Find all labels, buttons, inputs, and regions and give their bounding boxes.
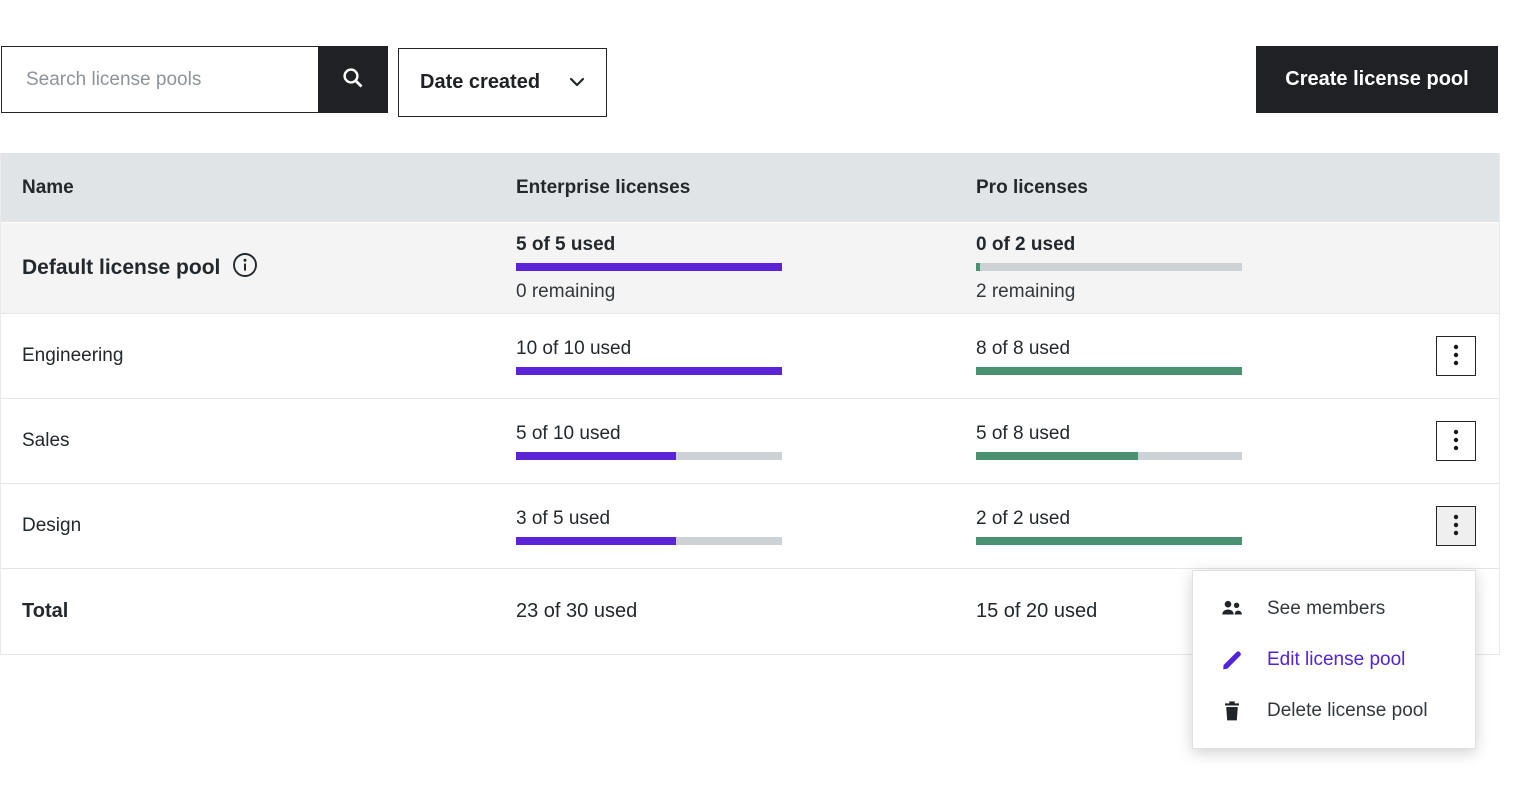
table-row-engineering: Engineering 10 of 10 used 8 of 8 used [1,313,1499,398]
menu-item-label: See members [1267,597,1386,619]
enterprise-usage-cell: 10 of 10 used [516,338,976,375]
info-icon[interactable] [232,252,258,284]
enterprise-usage-cell: 3 of 5 used [516,508,976,545]
pool-name: Sales [22,430,70,451]
pro-progress-fill [976,451,1139,460]
sort-dropdown-label: Date created [420,71,541,93]
table-row-design: Design 3 of 5 used 2 of 2 used [1,483,1499,568]
pool-name-label: Default license pool [22,256,221,279]
delete-trash-icon [1220,699,1244,723]
enterprise-progress-fill [516,262,782,271]
pro-progress-fill [976,366,1242,375]
table-row-sales: Sales 5 of 10 used 5 of 8 used [1,398,1499,483]
sort-dropdown[interactable]: Date created [398,48,607,117]
total-label: Total [22,600,69,622]
usage-text: 3 of 5 used [516,507,611,529]
enterprise-progress-bar [516,366,782,375]
row-actions-kebab-button-active[interactable] [1436,506,1476,546]
menu-item-delete-license-pool[interactable]: Delete license pool [1193,685,1475,736]
search-button[interactable] [318,46,388,113]
usage-text: 2 of 2 used [976,507,1071,529]
edit-pencil-icon [1220,648,1244,672]
create-license-pool-button[interactable]: Create license pool [1256,46,1498,113]
menu-item-see-members[interactable]: See members [1193,583,1475,634]
chevron-down-icon [569,74,585,92]
column-header-name: Name [22,176,74,198]
search-icon [340,65,366,94]
pro-usage-cell: 2 of 2 used [976,508,1499,545]
total-enterprise-value: 23 of 30 used [516,600,638,622]
enterprise-progress-bar [516,451,782,460]
pro-progress-bar [976,536,1242,545]
pro-progress-fill [976,536,1242,545]
enterprise-progress-bar [516,536,782,545]
usage-text: 5 of 8 used [976,422,1071,444]
enterprise-progress-fill [516,366,782,375]
enterprise-progress-bar [516,262,782,271]
usage-text: 5 of 5 used [516,233,616,255]
enterprise-usage-cell: 5 of 10 used [516,423,976,460]
enterprise-progress-fill [516,536,676,545]
column-header-pro: Pro licenses [976,176,1088,198]
pro-progress-bar [976,262,1242,271]
table-header-row: Name Enterprise licenses Pro licenses [1,153,1499,222]
total-pro-value: 15 of 20 used [976,600,1098,622]
pro-usage-cell: 0 of 2 used 2 remaining [976,234,1499,303]
pro-usage-cell: 8 of 8 used [976,338,1499,375]
row-actions-kebab-button[interactable] [1436,421,1476,461]
pool-name: Engineering [22,345,124,366]
kebab-icon [1453,344,1459,369]
usage-text: 5 of 10 used [516,422,621,444]
remaining-text: 0 remaining [516,280,616,302]
kebab-icon [1453,514,1459,539]
license-pool-table: Name Enterprise licenses Pro licenses De… [0,153,1500,655]
search-input[interactable] [1,46,318,113]
menu-item-label: Edit license pool [1267,648,1406,670]
row-actions-kebab-button[interactable] [1436,336,1476,376]
menu-item-label: Delete license pool [1267,699,1428,721]
table-row-default-pool: Default license pool 5 of 5 used 0 remai… [1,222,1499,313]
remaining-text: 2 remaining [976,280,1076,302]
usage-text: 10 of 10 used [516,337,632,359]
search-group [1,46,388,113]
pro-progress-bar [976,366,1242,375]
usage-text: 8 of 8 used [976,337,1071,359]
usage-text: 0 of 2 used [976,233,1076,255]
kebab-icon [1453,429,1459,454]
pro-usage-cell: 5 of 8 used [976,423,1499,460]
pro-progress-fill [976,262,980,271]
pro-progress-bar [976,451,1242,460]
enterprise-usage-cell: 5 of 5 used 0 remaining [516,234,976,303]
row-actions-context-menu: See members Edit license pool Delete lic… [1192,570,1476,749]
menu-item-edit-license-pool[interactable]: Edit license pool [1193,634,1475,685]
members-icon [1220,597,1244,621]
pool-name: Design [22,515,82,536]
pool-name: Default license pool [22,252,516,284]
column-header-enterprise: Enterprise licenses [516,176,691,198]
enterprise-progress-fill [516,451,676,460]
